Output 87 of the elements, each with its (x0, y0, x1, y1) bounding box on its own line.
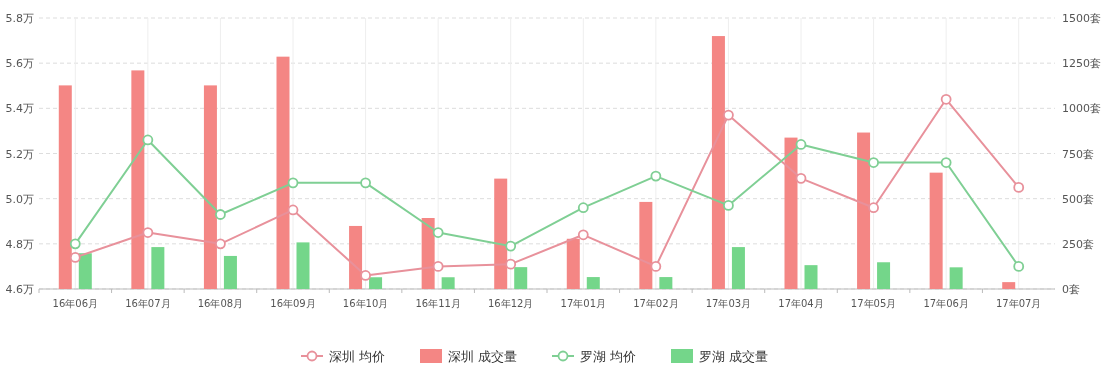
point (795, 172, 807, 184)
y2-tick-label: 500套 (1062, 192, 1094, 206)
x-tick-label: 17年03月 (705, 298, 752, 309)
x-tick-label: 17年06月 (923, 298, 969, 309)
bar (421, 218, 435, 289)
bar (203, 85, 217, 289)
legend-label: 深圳 成交量 (448, 349, 518, 364)
point (142, 134, 154, 146)
bar (131, 70, 145, 289)
bar (276, 56, 290, 289)
point (868, 202, 879, 214)
y2-tick-label: 250套 (1062, 237, 1094, 251)
y2-tick-label: 750套 (1062, 147, 1094, 161)
y-tick-label: 5.6万 (5, 57, 34, 71)
bar (369, 277, 383, 289)
bar (349, 225, 363, 289)
x-tick-label: 16年08月 (197, 298, 244, 309)
point (69, 238, 81, 250)
x-tick-label: 17年07月 (995, 298, 1042, 309)
legend-label: 罗湖 均价 (580, 349, 637, 364)
point (142, 227, 154, 238)
y2-tick-label: 1250套 (1062, 57, 1101, 71)
x-tick-label: 17年02月 (633, 298, 679, 309)
point (360, 177, 371, 189)
bar (566, 238, 580, 289)
y-tick-label: 4.6万 (5, 283, 34, 296)
legend-label: 深圳 均价 (329, 349, 386, 364)
bar (223, 255, 237, 289)
y-tick-label: 5.0万 (5, 192, 34, 206)
x-tick-label: 16年09月 (270, 298, 316, 309)
point (650, 261, 662, 272)
point (577, 229, 589, 241)
y2-tick-label: 1000套 (1062, 102, 1101, 116)
point (215, 209, 226, 220)
point (577, 202, 589, 214)
y-tick-label: 5.2万 (5, 147, 34, 161)
legend-label: 罗湖 成交量 (699, 349, 769, 364)
point (868, 157, 879, 168)
point (940, 157, 952, 168)
bar (784, 137, 798, 289)
bar (804, 265, 818, 289)
x-tick-label: 16年06月 (52, 298, 99, 309)
x-tick-label: 16年10月 (342, 298, 389, 309)
point (795, 139, 807, 150)
x-tick-label: 17年05月 (850, 298, 897, 309)
x-tick-label: 16年07月 (125, 298, 171, 309)
bar (78, 253, 92, 289)
y2-tick-label: 1500套 (1062, 12, 1101, 25)
point (650, 170, 662, 182)
bar (514, 267, 528, 289)
point (723, 200, 734, 211)
y-tick-label: 4.8万 (5, 237, 34, 251)
bar (711, 36, 725, 289)
point (505, 258, 517, 270)
point (723, 109, 734, 121)
y-tick-label: 5.4万 (5, 102, 34, 116)
bar (731, 247, 745, 289)
y-tick-label: 5.8万 (5, 12, 34, 25)
bar (296, 242, 310, 289)
x-tick-label: 17年01月 (560, 298, 607, 309)
bar (441, 277, 455, 289)
x-tick-label: 17年04月 (778, 298, 824, 309)
bar (929, 172, 943, 289)
bar (1002, 282, 1016, 289)
bar (659, 277, 673, 289)
bar (151, 247, 165, 289)
point (940, 93, 952, 105)
point (432, 261, 444, 272)
point (215, 238, 226, 250)
bar (639, 201, 653, 289)
bar (58, 85, 72, 289)
bar (857, 132, 871, 289)
bar (494, 178, 508, 289)
point (287, 204, 299, 216)
bar (949, 267, 963, 289)
x-tick-label: 16年11月 (415, 298, 461, 309)
x-tick-label: 16年12月 (487, 298, 534, 309)
point (360, 270, 371, 281)
point (69, 251, 81, 263)
point (287, 177, 299, 189)
point (432, 227, 444, 238)
y2-tick-label: 0套 (1062, 283, 1080, 296)
bar (877, 262, 891, 289)
point (505, 240, 517, 252)
point (1013, 181, 1025, 193)
point (1013, 261, 1025, 272)
bar (586, 277, 600, 289)
